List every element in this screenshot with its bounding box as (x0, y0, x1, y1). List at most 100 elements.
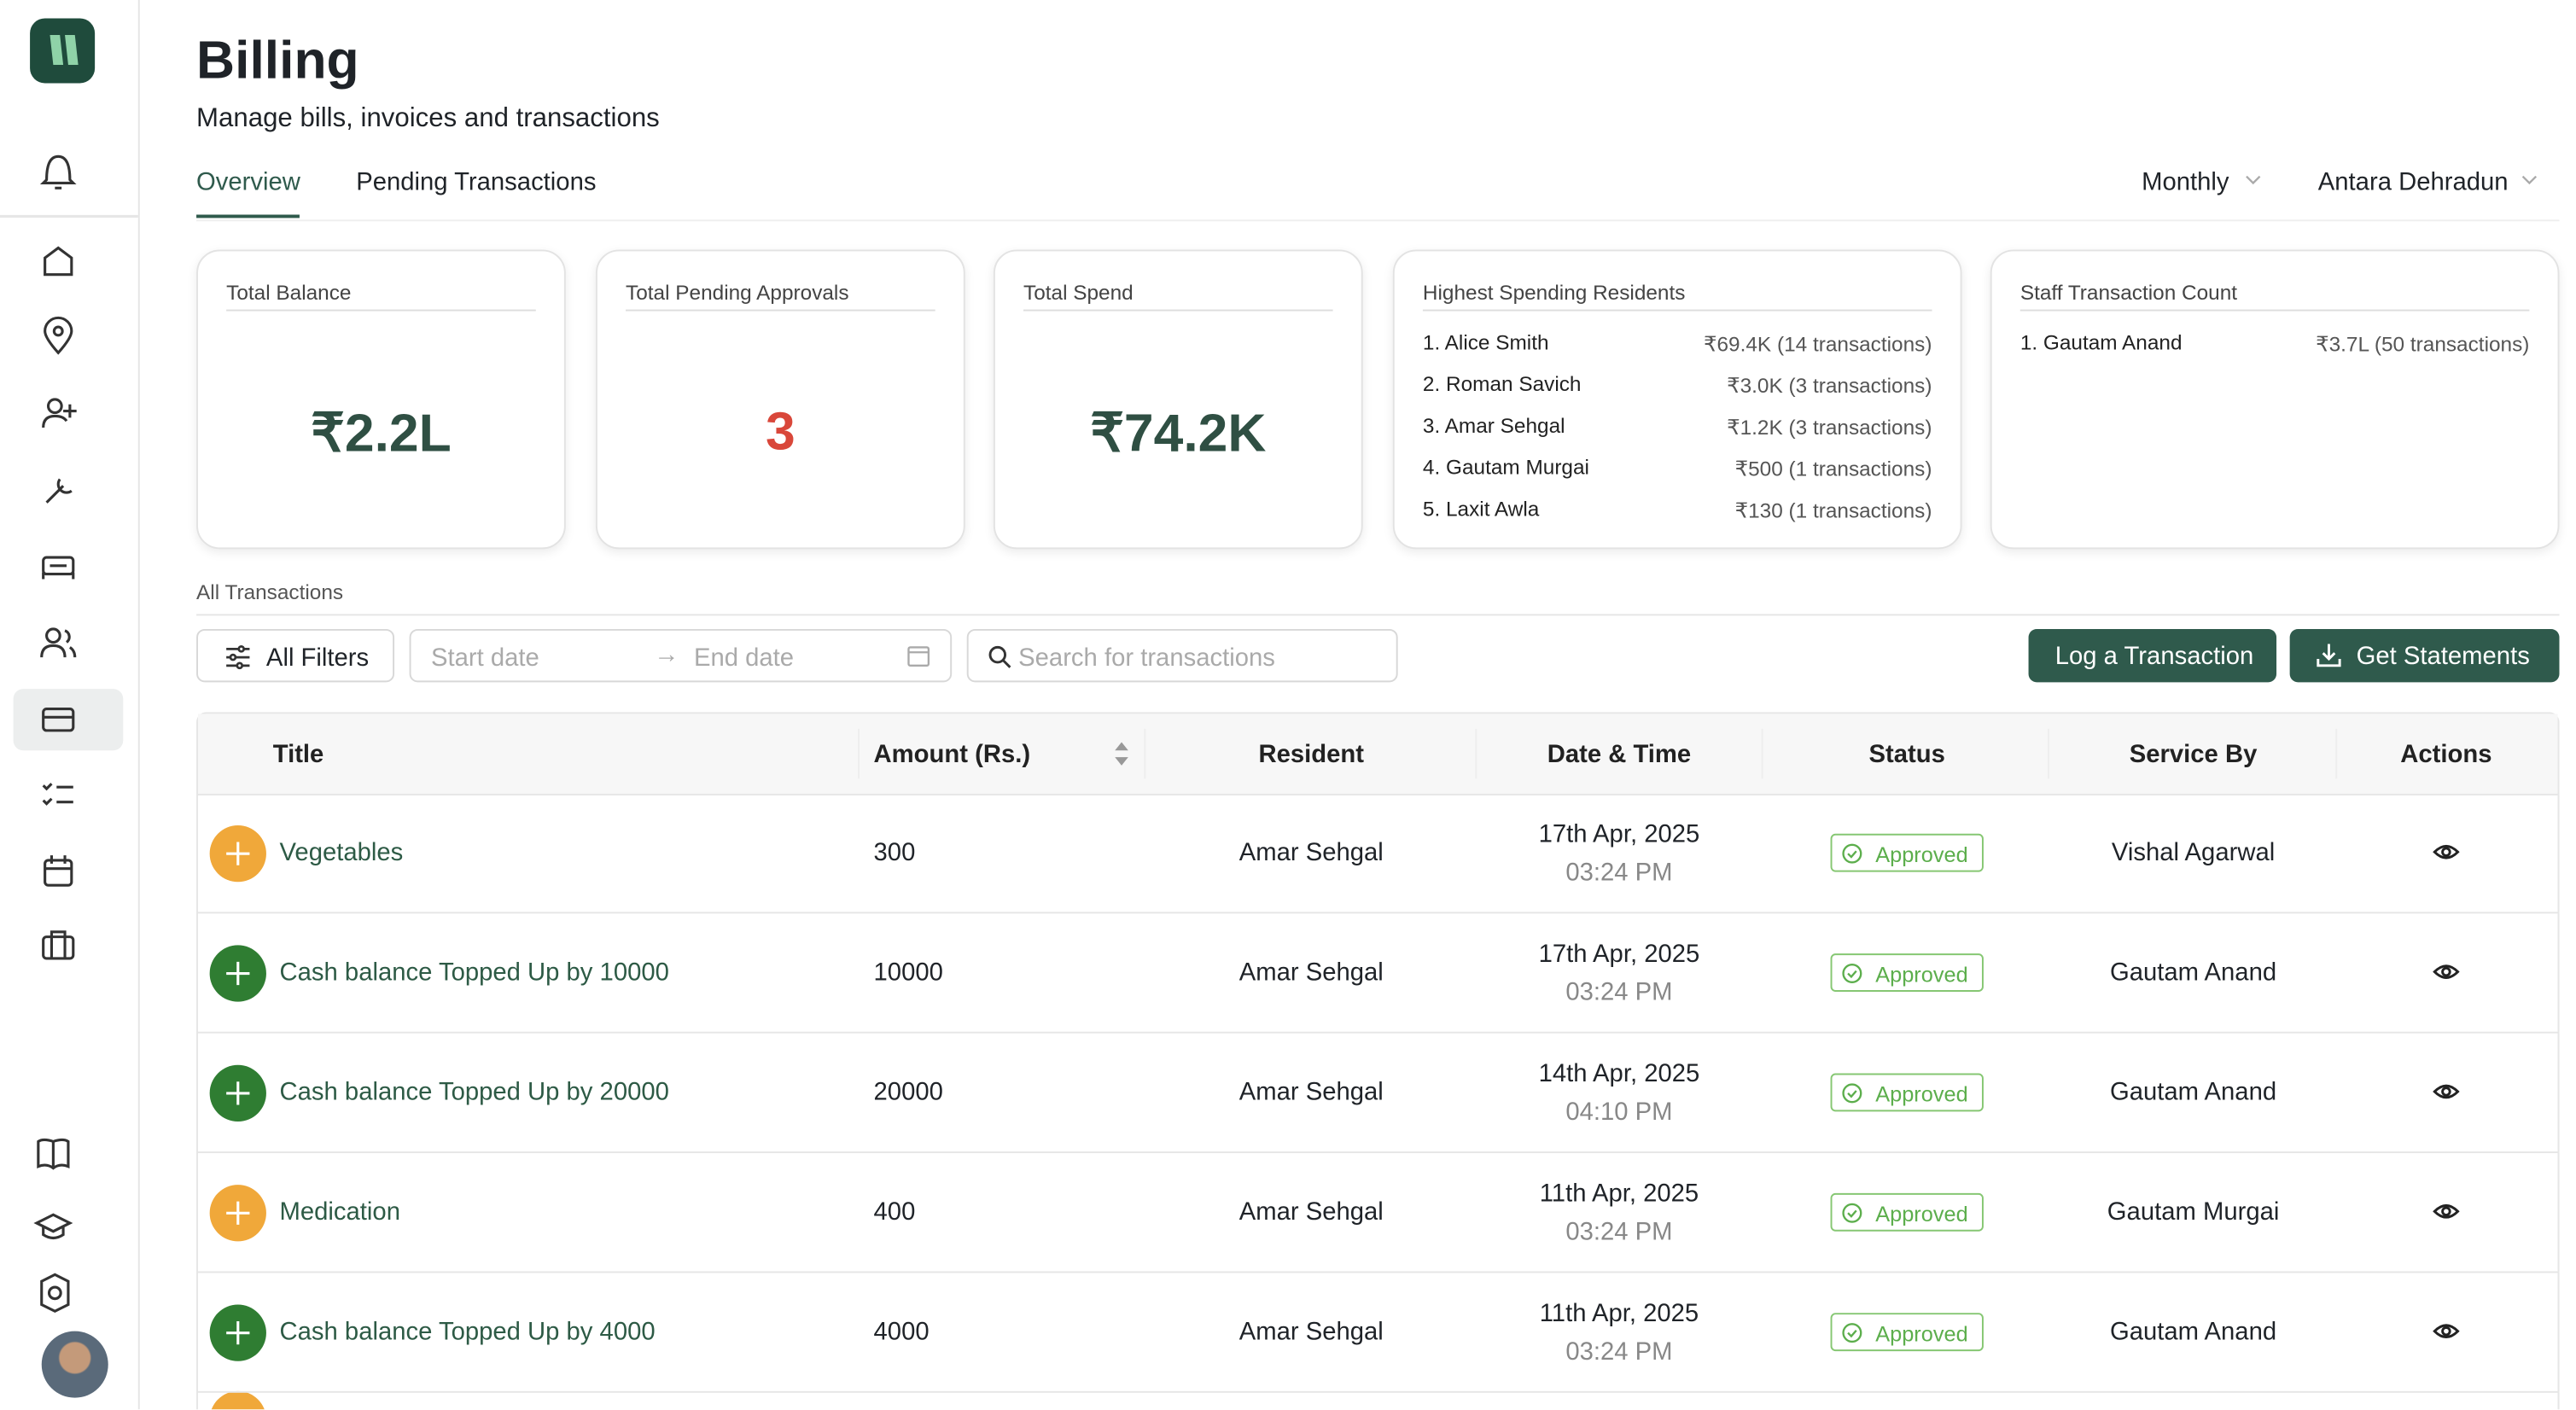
list-value: ₹3.0K (3 transactions) (1727, 374, 1932, 398)
row-amount: 10000 (873, 958, 943, 988)
avatar[interactable] (41, 1331, 108, 1398)
view-button[interactable] (2433, 1080, 2460, 1103)
card-value: ₹2.2L (311, 402, 452, 463)
arrow: → (654, 640, 679, 669)
row-icon (209, 945, 266, 1002)
view-button[interactable] (2433, 960, 2460, 983)
row-service: Gautam Murgai (2107, 1197, 2280, 1226)
row-title: Medication (279, 1197, 400, 1226)
row-resident: Amar Sehgal (1238, 1197, 1384, 1226)
column-header: Title (272, 740, 324, 769)
search-box[interactable]: Search for transactions (966, 628, 1398, 683)
card-divider (226, 309, 536, 312)
divider (196, 614, 2560, 616)
tab-active[interactable]: Overview (196, 167, 300, 197)
section-label: All Transactions (196, 580, 344, 604)
status-label: Approved (1875, 961, 1968, 988)
period-select[interactable]: Monthly (2142, 167, 2229, 197)
view-button[interactable] (2433, 1320, 2460, 1343)
card-label: Total Balance (226, 281, 352, 305)
row-title: Cash balance Topped Up by 4000 (279, 1318, 656, 1347)
list-name: 4. Gautam Murgai (1422, 456, 1589, 480)
row-divider (198, 1031, 2558, 1034)
column-header: Date & Time (1547, 740, 1692, 769)
card-divider (1023, 309, 1333, 312)
search-placeholder: Search for transactions (1018, 644, 1275, 673)
list-name: 1. Gautam Anand (2019, 330, 2183, 355)
row-date: 11th Apr, 2025 (1539, 1180, 1699, 1209)
page-subtitle: Manage bills, invoices and transactions (196, 104, 660, 133)
row-service: Gautam Anand (2110, 958, 2277, 988)
chevrons (2246, 175, 2538, 185)
row-time: 03:24 PM (1565, 1337, 1673, 1366)
status-badge: Approved (1830, 1073, 1984, 1112)
row-divider (198, 1151, 2558, 1154)
row-title: Vegetables (279, 838, 404, 867)
row-icon (209, 1304, 266, 1361)
list-row: 2. Roman Savich ₹3.0K (3 transactions) (1422, 372, 1932, 398)
view-button[interactable] (2433, 841, 2460, 864)
row-time: 03:24 PM (1565, 978, 1673, 1007)
row-title: Cash balance Topped Up by 10000 (279, 958, 669, 988)
row-icon (209, 825, 266, 883)
row-amount: 20000 (873, 1078, 943, 1107)
row-time: 03:24 PM (1565, 1218, 1673, 1247)
row-date: 17th Apr, 2025 (1538, 940, 1700, 969)
column-header: Actions (2400, 740, 2492, 769)
column-header: Resident (1258, 740, 1365, 769)
row-divider (198, 1390, 2558, 1393)
date-range[interactable]: Start date → End date (409, 628, 953, 683)
card-label: Total Spend (1023, 281, 1134, 305)
row-resident: Amar Sehgal (1238, 1318, 1384, 1347)
status-label: Approved (1875, 842, 1968, 867)
row-icon (209, 1064, 266, 1122)
stat-card: Total Balance ₹2.2L (196, 249, 566, 550)
list-value: ₹130 (1 transactions) (1734, 498, 1932, 523)
row-service: Gautam Anand (2110, 1078, 2277, 1107)
tab[interactable]: Pending Transactions (356, 167, 597, 197)
status-badge: Approved (1830, 953, 1984, 992)
statements-button[interactable]: Get Statements (2289, 628, 2560, 683)
row-divider (198, 912, 2558, 914)
row-divider (198, 1271, 2558, 1273)
column-header: Service By (2129, 740, 2258, 769)
list-name: 2. Roman Savich (1422, 372, 1582, 397)
list-name: 1. Alice Smith (1422, 330, 1549, 355)
card-label: Highest Spending Residents (1422, 281, 1686, 305)
tab-underline (196, 214, 300, 218)
divider (196, 219, 2560, 222)
status-badge: Approved (1830, 1313, 1984, 1352)
column-header: Amount (Rs.) (873, 740, 1031, 769)
list-row: 5. Laxit Awla ₹130 (1 transactions) (1422, 497, 1932, 523)
log-label: Log a Transaction (2054, 642, 2254, 671)
view-button[interactable] (2433, 1200, 2460, 1223)
log-button[interactable]: Log a Transaction (2028, 628, 2277, 683)
filters-button[interactable]: All Filters (196, 628, 395, 683)
card-divider (2019, 309, 2530, 312)
card-label: Total Pending Approvals (626, 281, 849, 305)
row-date: 11th Apr, 2025 (1539, 1299, 1699, 1328)
row-service: Vishal Agarwal (2111, 838, 2276, 867)
list-name: 5. Laxit Awla (1422, 497, 1540, 521)
start-date: Start date (430, 644, 539, 673)
list-value: ₹69.4K (14 transactions) (1703, 332, 1932, 357)
card-divider (626, 309, 935, 312)
row-service: Gautam Anand (2110, 1318, 2277, 1347)
end-date: End date (693, 644, 795, 673)
list-value: ₹500 (1 transactions) (1734, 457, 1932, 481)
row-icon (209, 1390, 266, 1410)
nav-icons[interactable] (0, 0, 140, 1409)
card-divider (1422, 309, 1932, 312)
list-value: ₹1.2K (3 transactions) (1727, 416, 1932, 440)
card-value: 3 (765, 400, 796, 462)
logo[interactable] (30, 18, 96, 84)
status-label: Approved (1875, 1320, 1968, 1347)
row-amount: 300 (873, 838, 916, 867)
row-resident: Amar Sehgal (1238, 838, 1384, 867)
location-select[interactable]: Antara Dehradun (2317, 167, 2509, 197)
list-row: 1. Alice Smith ₹69.4K (14 transactions) (1422, 330, 1932, 357)
row-icon (209, 1185, 266, 1242)
row-date: 14th Apr, 2025 (1538, 1059, 1700, 1089)
